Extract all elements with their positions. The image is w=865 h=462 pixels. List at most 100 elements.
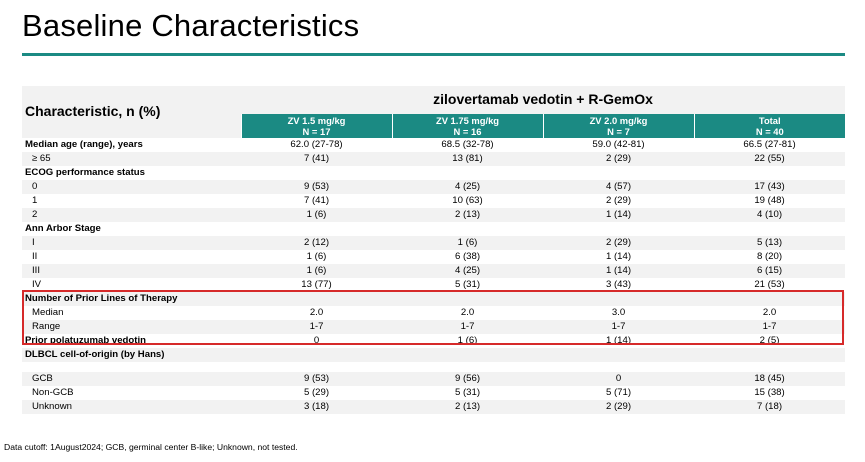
cell-value: 2 (29)	[605, 195, 632, 207]
cell-value: 3 (43)	[605, 279, 632, 291]
cell-value: 2.0	[460, 307, 475, 319]
row-label: DLBCL cell-of-origin (by Hans)	[22, 348, 241, 362]
cell-value: 5 (29)	[303, 387, 330, 399]
footnote: Data cutoff: 1August2024; GCB, germinal …	[4, 442, 298, 452]
cell-value	[543, 166, 694, 180]
cell-value: 9 (53)	[241, 180, 392, 194]
cell-value	[392, 362, 543, 372]
cell-value: 22 (55)	[694, 152, 846, 166]
table-row: 1 7 (41) 10 (63) 2 (29) 19 (48)	[22, 194, 845, 208]
cell-value: 2 (13)	[392, 400, 543, 414]
table-row: Prior polatuzumab vedotin 0 1 (6) 1 (14) 2 (…	[22, 334, 845, 348]
cell-value	[241, 292, 392, 306]
cell-value: 1 (6)	[392, 236, 543, 250]
row-label: Median	[32, 307, 64, 319]
cell-value	[241, 362, 392, 372]
row-label: GCB	[22, 372, 241, 386]
table-row: Non-GCB 5 (29) 5 (31) 5 (71) 15 (38)	[22, 386, 845, 400]
table-row	[22, 362, 845, 372]
table-row: II 1 (6) 6 (38) 1 (14) 8 (20)	[22, 250, 845, 264]
cell-value	[543, 222, 694, 236]
cell-value: 2 (29)	[543, 236, 694, 250]
cell-value: 4 (10)	[694, 208, 846, 222]
cell-value: 1 (14)	[543, 264, 694, 278]
cell-value: 1 (6)	[241, 264, 392, 278]
cell-value: 1-7	[392, 320, 543, 334]
row-label: IV	[32, 279, 42, 291]
cell-value: 5 (31)	[454, 387, 481, 399]
row-label: Median age (range), years	[25, 139, 143, 151]
cell-value: 0	[543, 372, 694, 386]
cell-value: 5 (31)	[454, 279, 481, 291]
cell-value: 7 (41)	[303, 195, 330, 207]
row-label: III	[22, 264, 241, 278]
title-underline	[22, 53, 845, 56]
cell-value: 4 (57)	[543, 180, 694, 194]
cell-value: 1 (14)	[543, 208, 694, 222]
row-label: Range	[22, 320, 241, 334]
cell-value	[694, 362, 845, 372]
cell-value: 5 (71)	[605, 387, 632, 399]
cell-value: 9 (53)	[241, 372, 392, 386]
row-label: Number of Prior Lines of Therapy	[22, 292, 241, 306]
cell-value	[694, 222, 845, 236]
cell-value	[392, 166, 543, 180]
cell-value: 2 (29)	[543, 400, 694, 414]
row-label: 2	[22, 208, 241, 222]
row-label: 1	[32, 195, 38, 207]
cell-value	[543, 292, 694, 306]
cell-value: 1 (6)	[241, 208, 392, 222]
cell-value: 2.0	[762, 307, 777, 319]
cell-value: 59.0 (42-81)	[592, 139, 645, 151]
cell-value: 1 (6)	[457, 335, 478, 347]
table-row: GCB 9 (53) 9 (56) 0 18 (45)	[22, 372, 846, 386]
cell-value: 15 (38)	[754, 387, 785, 399]
arm-dose: ZV 1.5 mg/kg	[287, 115, 346, 126]
cell-value	[543, 348, 694, 362]
table-row: III 1 (6) 4 (25) 1 (14) 6 (15)	[22, 264, 846, 278]
cell-value: 7 (18)	[694, 400, 846, 414]
cell-value: 2 (29)	[543, 152, 694, 166]
cell-value: 0	[313, 335, 320, 347]
cell-value: 2.0	[309, 307, 324, 319]
cell-value: 6 (15)	[694, 264, 846, 278]
cell-value	[543, 362, 694, 372]
cell-value	[392, 292, 543, 306]
cell-value: 1-7	[241, 320, 392, 334]
cell-value: 2 (12)	[241, 236, 392, 250]
cell-value: 62.0 (27-78)	[290, 139, 343, 151]
cell-value: 3 (18)	[241, 400, 392, 414]
cell-value: 1 (14)	[605, 335, 632, 347]
cell-value	[241, 222, 392, 236]
cell-value	[241, 348, 392, 362]
table-row: ≥ 65 7 (41) 13 (81) 2 (29) 22 (55)	[22, 152, 846, 166]
row-label: Unknown	[22, 400, 241, 414]
arm-n: N = 16	[453, 126, 482, 137]
cell-value	[241, 166, 392, 180]
characteristic-header: Characteristic, n (%)	[22, 86, 241, 138]
cell-value: 10 (63)	[452, 195, 483, 207]
row-label: Ann Arbor Stage	[25, 223, 101, 235]
table-row: Ann Arbor Stage	[22, 222, 845, 236]
arm-n: N = 17	[302, 126, 331, 137]
row-label: 0	[22, 180, 241, 194]
arm-header-zv-1-5: ZV 1.5 mg/kg N = 17	[240, 114, 392, 138]
cell-value: 13 (81)	[392, 152, 543, 166]
cell-value: 68.5 (32-78)	[441, 139, 494, 151]
cell-value: 5 (13)	[694, 236, 846, 250]
arm-n: N = 7	[607, 126, 630, 137]
table-row: ECOG performance status	[22, 166, 845, 180]
cell-value: 18 (45)	[694, 372, 846, 386]
table-row: Range 1-7 1-7 1-7 1-7	[22, 320, 846, 334]
cell-value: 2 (5)	[759, 335, 780, 347]
arm-dose: ZV 2.0 mg/kg	[589, 115, 648, 126]
row-label: Non-GCB	[32, 387, 74, 399]
cell-value	[694, 348, 846, 362]
treatment-group-header: zilovertamab vedotin + R-GemOx	[241, 86, 846, 114]
cell-value	[392, 222, 543, 236]
cell-value: 6 (38)	[454, 251, 481, 263]
cell-value: 66.5 (27-81)	[743, 139, 796, 151]
